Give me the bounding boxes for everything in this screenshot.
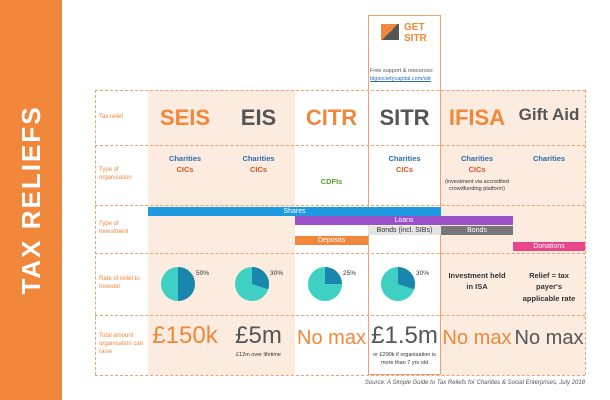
logo-text: SITR — [404, 33, 427, 44]
org-type: CDFIs — [320, 177, 343, 186]
column-header: SITR — [379, 105, 430, 130]
rate-label: 30% — [416, 270, 430, 277]
investment-bar: Deposits — [295, 236, 368, 245]
rate-label: 25% — [343, 270, 357, 277]
amount-note: or £290k if organisation is more than 7 … — [373, 352, 436, 366]
table-border-left — [95, 90, 96, 375]
investment-bar: Loans — [295, 216, 513, 225]
logo-text: GET — [404, 22, 425, 33]
org-type: Charities — [168, 154, 202, 163]
column-header: Gift Aid — [518, 105, 580, 124]
row-border — [95, 145, 585, 146]
source: Source: A Simple Guide to Tax Reliefs fo… — [364, 380, 585, 386]
org-type: Charities — [242, 154, 275, 163]
row-label: Rate of relief to Investor — [99, 276, 140, 290]
amount: £1.5m — [371, 322, 438, 349]
amount-note: £12m over lifetime — [236, 352, 281, 358]
pie — [161, 267, 195, 301]
row-border — [95, 315, 585, 316]
amount: No max — [297, 327, 366, 349]
org-type: Charities — [460, 154, 494, 163]
amount: £150k — [152, 322, 218, 349]
column-background — [222, 90, 295, 375]
investment-bar: Bonds — [441, 226, 513, 235]
row-label: Type of Investment — [99, 221, 129, 235]
row-label: Tax relief — [99, 113, 124, 120]
org-type: CICs — [395, 165, 414, 174]
org-type: CICs — [249, 165, 268, 174]
logo-url: bigsocietycapital.com/sitr — [370, 76, 432, 82]
org-type: Charities — [532, 154, 566, 163]
rate-label: 50% — [196, 270, 210, 277]
row-border — [95, 90, 585, 91]
column-background — [513, 90, 585, 375]
amount: £5m — [235, 322, 282, 349]
table-border-right — [585, 90, 586, 375]
rate-text: Investment held in ISA — [448, 271, 506, 292]
sidebar-title: TAX RELIEFS — [16, 105, 46, 295]
column-header: EIS — [240, 105, 277, 130]
column-header: CITR — [305, 105, 358, 130]
logo-support: Free support & resources: — [370, 68, 434, 74]
pie-slice — [252, 267, 269, 290]
sidebar — [0, 0, 62, 400]
org-note: (investment via accredited crowdfunding … — [445, 179, 509, 193]
amount: No max — [514, 327, 584, 349]
investment-bar: Bonds (incl. SIBs) — [368, 226, 441, 235]
org-type: CICs — [176, 165, 194, 174]
row-border — [95, 375, 585, 376]
pie — [308, 267, 342, 301]
row-border — [95, 253, 585, 254]
column-header: SEIS — [159, 105, 211, 130]
amount: No max — [442, 327, 512, 349]
row-label: Total amount organisation can raise — [99, 333, 144, 355]
org-type: Charities — [388, 154, 421, 163]
pie-slice — [325, 267, 342, 284]
pie — [381, 267, 415, 301]
pie-slice — [178, 267, 195, 301]
logo-mark — [381, 24, 399, 40]
column-header: IFISA — [448, 105, 506, 130]
rate-text: Relief = tax payer's applicable rate — [522, 271, 576, 303]
investment-bar: Shares — [148, 207, 441, 216]
pie-slice — [398, 267, 415, 290]
row-label: Type of organisation — [99, 167, 132, 181]
pie — [235, 267, 269, 301]
column-background — [148, 90, 222, 375]
sitr-highlight — [368, 15, 441, 375]
rate-label: 30% — [270, 270, 284, 277]
investment-bar: Donations — [513, 242, 585, 251]
org-type: CICs — [468, 165, 486, 174]
row-border — [95, 205, 585, 206]
